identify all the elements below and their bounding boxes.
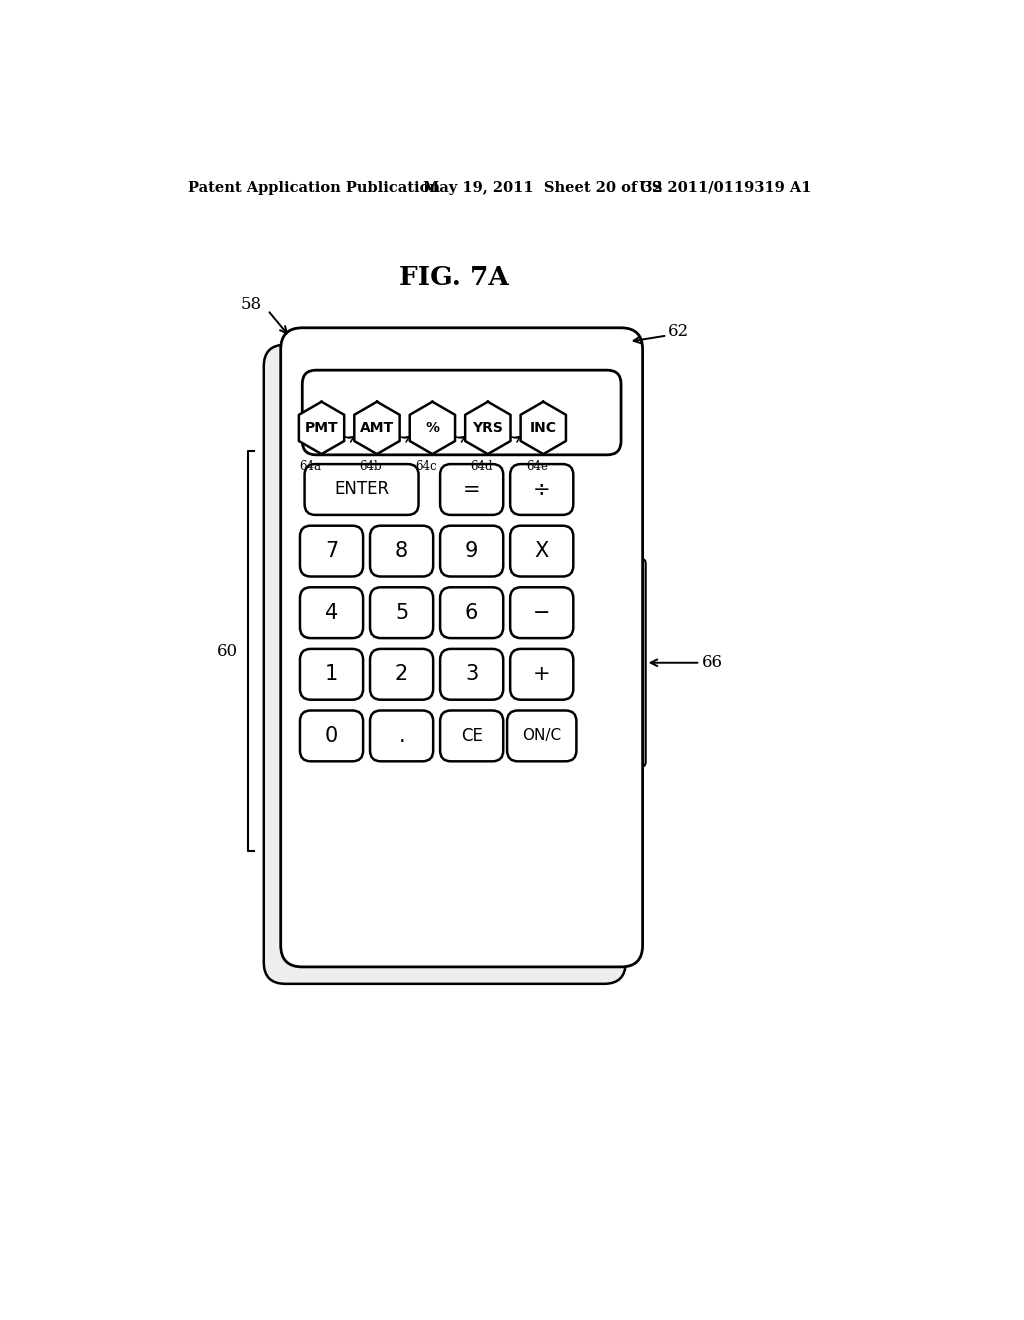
Text: .: . <box>398 726 404 746</box>
Text: 60: 60 <box>217 643 239 660</box>
Text: YRS: YRS <box>472 421 503 434</box>
FancyBboxPatch shape <box>300 649 364 700</box>
FancyBboxPatch shape <box>440 465 503 515</box>
FancyBboxPatch shape <box>300 587 364 638</box>
Text: 6: 6 <box>465 603 478 623</box>
Text: PMT: PMT <box>305 421 338 434</box>
FancyBboxPatch shape <box>440 649 503 700</box>
FancyBboxPatch shape <box>510 525 573 577</box>
FancyBboxPatch shape <box>300 525 364 577</box>
FancyBboxPatch shape <box>510 587 573 638</box>
Text: 5: 5 <box>395 603 409 623</box>
Text: 64a: 64a <box>300 459 322 473</box>
Polygon shape <box>410 401 455 454</box>
FancyBboxPatch shape <box>507 710 577 762</box>
Text: ON/C: ON/C <box>522 729 561 743</box>
Text: ENTER: ENTER <box>334 480 389 499</box>
FancyBboxPatch shape <box>264 345 626 983</box>
Polygon shape <box>520 401 566 454</box>
Text: 64b: 64b <box>359 459 382 473</box>
Text: 64d: 64d <box>470 459 493 473</box>
FancyBboxPatch shape <box>304 465 419 515</box>
FancyBboxPatch shape <box>302 370 621 455</box>
Text: 58: 58 <box>241 296 261 313</box>
FancyBboxPatch shape <box>370 710 433 762</box>
FancyBboxPatch shape <box>510 649 573 700</box>
Text: 0: 0 <box>325 726 338 746</box>
Text: May 19, 2011  Sheet 20 of 32: May 19, 2011 Sheet 20 of 32 <box>423 181 663 194</box>
Text: US 2011/0119319 A1: US 2011/0119319 A1 <box>639 181 811 194</box>
Text: +: + <box>532 664 551 684</box>
FancyBboxPatch shape <box>370 587 433 638</box>
Text: =: = <box>463 479 480 499</box>
Text: FIG. 7A: FIG. 7A <box>399 265 509 290</box>
Text: 4: 4 <box>325 603 338 623</box>
Text: CE: CE <box>461 727 482 744</box>
Text: −: − <box>532 603 551 623</box>
FancyBboxPatch shape <box>281 327 643 966</box>
Text: 9: 9 <box>465 541 478 561</box>
Text: 66: 66 <box>701 655 723 672</box>
Text: 64c: 64c <box>416 459 437 473</box>
Text: Patent Application Publication: Patent Application Publication <box>188 181 440 194</box>
FancyBboxPatch shape <box>370 525 433 577</box>
FancyBboxPatch shape <box>440 525 503 577</box>
FancyBboxPatch shape <box>300 710 364 762</box>
FancyBboxPatch shape <box>370 649 433 700</box>
FancyBboxPatch shape <box>625 558 646 767</box>
FancyBboxPatch shape <box>440 710 503 762</box>
Text: 62: 62 <box>668 323 689 341</box>
Text: 1: 1 <box>325 664 338 684</box>
Text: 8: 8 <box>395 541 409 561</box>
Text: X: X <box>535 541 549 561</box>
FancyBboxPatch shape <box>440 587 503 638</box>
Polygon shape <box>299 401 344 454</box>
Polygon shape <box>354 401 399 454</box>
Polygon shape <box>465 401 511 454</box>
Text: 64e: 64e <box>526 459 548 473</box>
Text: AMT: AMT <box>359 421 394 434</box>
Text: INC: INC <box>529 421 557 434</box>
Text: 7: 7 <box>325 541 338 561</box>
Text: %: % <box>425 421 439 434</box>
FancyBboxPatch shape <box>510 465 573 515</box>
Text: ÷: ÷ <box>532 479 551 499</box>
Text: 3: 3 <box>465 664 478 684</box>
Text: 2: 2 <box>395 664 409 684</box>
